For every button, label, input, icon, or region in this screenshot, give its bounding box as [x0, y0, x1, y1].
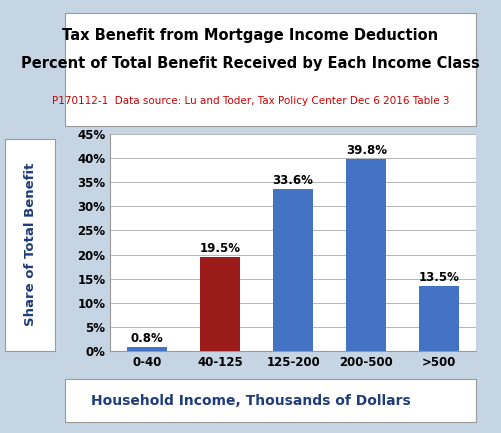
Bar	[127, 347, 167, 351]
Text: 33.6%: 33.6%	[273, 174, 314, 187]
Text: Share of Total Benefit: Share of Total Benefit	[24, 163, 37, 326]
Text: Household Income, Thousands of Dollars: Household Income, Thousands of Dollars	[91, 394, 410, 407]
Text: Percent of Total Benefit Received by Each Income Class: Percent of Total Benefit Received by Eac…	[21, 56, 480, 71]
Text: 39.8%: 39.8%	[346, 144, 387, 157]
Text: 13.5%: 13.5%	[419, 271, 460, 284]
Bar	[273, 189, 313, 351]
Text: P170112-1  Data source: Lu and Toder, Tax Policy Center Dec 6 2016 Table 3: P170112-1 Data source: Lu and Toder, Tax…	[52, 96, 449, 106]
Bar	[419, 286, 459, 351]
Text: 0.8%: 0.8%	[130, 332, 163, 345]
Text: 19.5%: 19.5%	[199, 242, 240, 255]
Text: Tax Benefit from Mortgage Income Deduction: Tax Benefit from Mortgage Income Deducti…	[63, 28, 438, 43]
Bar	[200, 257, 240, 351]
Bar	[346, 159, 386, 351]
